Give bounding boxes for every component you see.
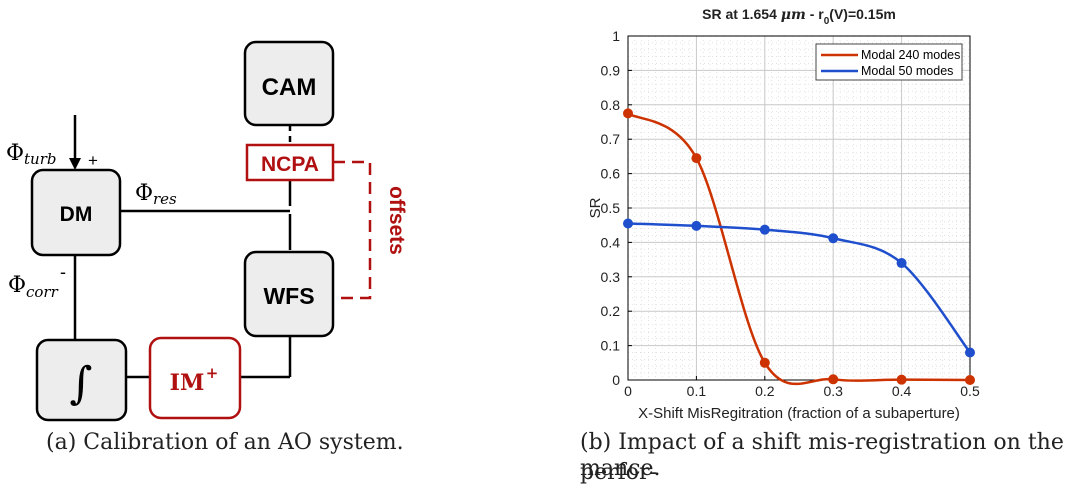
- turbulence-arrowhead: [69, 158, 81, 170]
- integrator-symbol: ∫: [70, 358, 93, 409]
- im-superscript: +: [206, 364, 219, 382]
- series-point-0: [828, 374, 839, 385]
- series-point-0: [691, 153, 702, 164]
- phi-turb-symbol: Φ: [6, 141, 24, 166]
- integrator-block: [35, 338, 128, 422]
- plus-sign: +: [88, 151, 98, 170]
- y-tick-label: 0.5: [601, 200, 621, 216]
- x-tick-label: 0.2: [755, 383, 775, 399]
- series-point-1: [759, 224, 770, 235]
- minus-sign: -: [60, 262, 66, 282]
- series-point-0: [759, 357, 770, 368]
- phi-turb-subscript: turb: [24, 150, 56, 168]
- axis-ticks: 0 0.1 0.2 0.3 0.4 0.5 0 0.1 0.2 0.3 0.4 0.5 0.6 0.7 0.…: [601, 28, 980, 399]
- title-sep: - r: [806, 6, 824, 22]
- ncpa-label: NCPA: [261, 153, 319, 176]
- legend-label-50: Modal 50 modes: [861, 64, 953, 78]
- offsets-dashed-path: [333, 160, 372, 300]
- offsets-label: offsets: [385, 186, 408, 255]
- caption-b-line2: mance.: [580, 456, 661, 481]
- wfs-block: [243, 250, 335, 338]
- y-tick-label: 0.3: [601, 269, 621, 285]
- x-tick-label: 0.3: [823, 383, 843, 399]
- signal-lines: [73, 125, 292, 379]
- series-point-0: [965, 375, 975, 385]
- y-tick-label: 0.1: [601, 338, 621, 354]
- series-point-1: [896, 258, 907, 269]
- y-tick-label: 0.9: [601, 62, 621, 78]
- y-tick-label: 0.2: [601, 303, 621, 319]
- y-tick-label: 0.8: [601, 97, 621, 113]
- series-point-0: [896, 374, 907, 385]
- dm-block: [30, 168, 122, 257]
- title-main: SR at 1.654: [702, 6, 781, 22]
- chart-title: SR at 1.654 μm - r0(V)=0.15m: [702, 6, 896, 27]
- strehl-ratio-chart: 0 0.1 0.2 0.3 0.4 0.5 0 0.1 0.2 0.3 0.4 0.5 0.6 0.7 0.…: [587, 6, 980, 422]
- title-tail: (V)=0.15m: [829, 6, 896, 22]
- x-tick-label: 0.5: [960, 383, 980, 399]
- legend-box: [815, 43, 963, 81]
- x-axis-label: X-Shift MisRegitration (fraction of a su…: [638, 405, 960, 422]
- y-tick-label: 0.6: [601, 166, 621, 182]
- caption-b-line1: (b) Impact of a shift mis-registration o…: [580, 430, 1064, 485]
- caption-a: (a) Calibration of an AO system.: [46, 430, 404, 455]
- y-axis-label: SR: [587, 197, 604, 218]
- cam-block: [243, 40, 335, 127]
- phi-corr-symbol: Φ: [8, 273, 26, 298]
- im-label: IM: [170, 370, 205, 396]
- grid: [627, 35, 971, 381]
- x-tick-label: 0.1: [687, 383, 707, 399]
- x-tick-label: 0: [624, 383, 632, 399]
- cam-label: CAM: [262, 74, 317, 101]
- series-point-0: [623, 108, 633, 119]
- phi-corr-subscript: corr: [26, 283, 59, 301]
- y-tick-label: 0.4: [601, 234, 621, 250]
- im-pinv-block: [148, 336, 242, 420]
- title-unit: μm: [781, 7, 806, 23]
- x-tick-label: 0.4: [892, 383, 912, 399]
- phi-res-subscript: res: [153, 190, 177, 208]
- ao-calibration-diagram: CAM NCPA DM WFS ∫ IM + Φ turb + Φ res - …: [6, 40, 408, 422]
- ncpa-block: [245, 143, 335, 182]
- wfs-label: WFS: [263, 283, 314, 309]
- dm-label: DM: [60, 203, 93, 226]
- series-point-1: [965, 347, 975, 358]
- series-point-1: [691, 220, 702, 231]
- series-point-1: [828, 233, 839, 244]
- y-tick-label: 1: [612, 28, 620, 44]
- series: [623, 108, 975, 386]
- y-tick-label: 0: [612, 372, 620, 388]
- y-tick-label: 0.7: [601, 131, 621, 147]
- legend: Modal 240 modes Modal 50 modes: [815, 43, 963, 81]
- phi-res-symbol: Φ: [135, 181, 153, 206]
- series-point-1: [623, 218, 633, 229]
- title-subscript: 0: [824, 16, 830, 27]
- legend-label-240: Modal 240 modes: [861, 48, 960, 62]
